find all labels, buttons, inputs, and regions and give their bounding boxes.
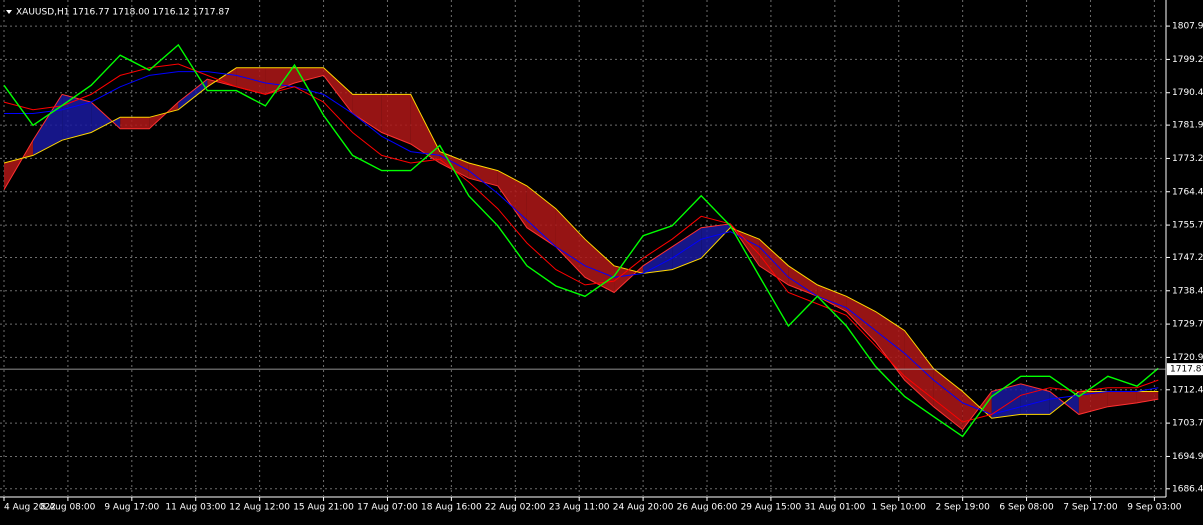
x-tick-label: 9 Sep 03:00 — [1127, 503, 1182, 513]
cloud-segment — [585, 239, 615, 293]
y-tick-label: 1729.70 — [1172, 320, 1203, 330]
y-tick-label: 1790.45 — [1172, 88, 1203, 98]
y-tick-label: 1738.45 — [1172, 286, 1203, 296]
cloud-segment — [933, 368, 963, 430]
x-tick-label: 9 Aug 17:00 — [104, 503, 159, 513]
cloud-segment — [962, 391, 992, 430]
series-line — [3, 63, 1159, 423]
y-tick-label: 1755.70 — [1172, 221, 1203, 231]
plot — [3, 43, 1159, 438]
cloud-segment — [701, 223, 731, 259]
chart-title: XAUUSD,H1 1716.77 1718.00 1716.12 1717.8… — [16, 8, 230, 18]
menu-arrow[interactable] — [6, 10, 12, 14]
x-tick-label: 6 Sep 08:00 — [999, 503, 1054, 513]
x-tick-label: 15 Aug 21:00 — [293, 503, 354, 513]
cloud-segment — [178, 79, 208, 110]
cloud-segment — [62, 94, 92, 141]
price-label: 1717.87 — [1170, 365, 1203, 375]
y-tick-label: 1807.95 — [1172, 22, 1203, 32]
x-tick-label: 24 Aug 20:00 — [613, 503, 674, 513]
x-tick-label: 4 Aug 2022 — [4, 503, 56, 513]
x-tick-label: 29 Aug 15:00 — [741, 503, 802, 513]
y-tick-label: 1799.20 — [1172, 55, 1203, 65]
series-line — [3, 67, 1159, 419]
x-tick-label: 31 Aug 01:00 — [804, 503, 865, 513]
cloud-segment — [352, 94, 382, 133]
cloud-segment — [875, 311, 905, 381]
x-tick-label: 1 Sep 10:00 — [872, 503, 927, 513]
cloud-segment — [120, 117, 150, 129]
cloud-segment — [1020, 383, 1050, 415]
cloud-segment — [904, 330, 934, 407]
cloud-segment — [788, 265, 818, 297]
price-label-box — [1167, 363, 1203, 376]
y-tick-label: 1686.45 — [1172, 484, 1203, 494]
x-tick-label: 11 Aug 03:00 — [165, 503, 226, 513]
series-line — [3, 74, 1159, 431]
y-tick-label: 1764.45 — [1172, 187, 1203, 197]
x-tick-label: 17 Aug 07:00 — [357, 503, 418, 513]
cloud-segment — [91, 102, 121, 133]
y-tick-label: 1720.95 — [1172, 353, 1203, 363]
cloud-segment — [555, 208, 585, 278]
cloud-segment — [526, 185, 556, 247]
cloud-segment — [294, 67, 324, 84]
cloud-segment — [323, 67, 353, 114]
x-tick-label: 12 Aug 12:00 — [229, 503, 290, 513]
y-tick-label: 1694.95 — [1172, 452, 1203, 462]
x-tick-label: 18 Aug 16:00 — [421, 503, 482, 513]
x-tick-label: 23 Aug 11:00 — [549, 503, 610, 513]
y-tick-label: 1781.95 — [1172, 121, 1203, 131]
x-tick-label: 26 Aug 06:00 — [677, 503, 738, 513]
cloud-segment — [643, 246, 673, 274]
y-tick-label: 1773.20 — [1172, 154, 1203, 164]
x-tick-label: 2 Sep 19:00 — [935, 503, 990, 513]
series-line — [3, 43, 1159, 438]
cloud-segment — [236, 67, 266, 95]
cloud-segment — [381, 94, 411, 144]
cloud-segment — [410, 94, 440, 164]
cloud-segment — [1107, 391, 1137, 407]
x-tick-label: 7 Sep 17:00 — [1063, 503, 1118, 513]
y-tick-label: 1747.20 — [1172, 253, 1203, 263]
y-tick-label: 1703.70 — [1172, 419, 1203, 429]
x-tick-label: 22 Aug 02:00 — [485, 503, 546, 513]
y-tick-label: 1712.45 — [1172, 385, 1203, 395]
x-tick-label: 8 Aug 08:00 — [40, 503, 95, 513]
